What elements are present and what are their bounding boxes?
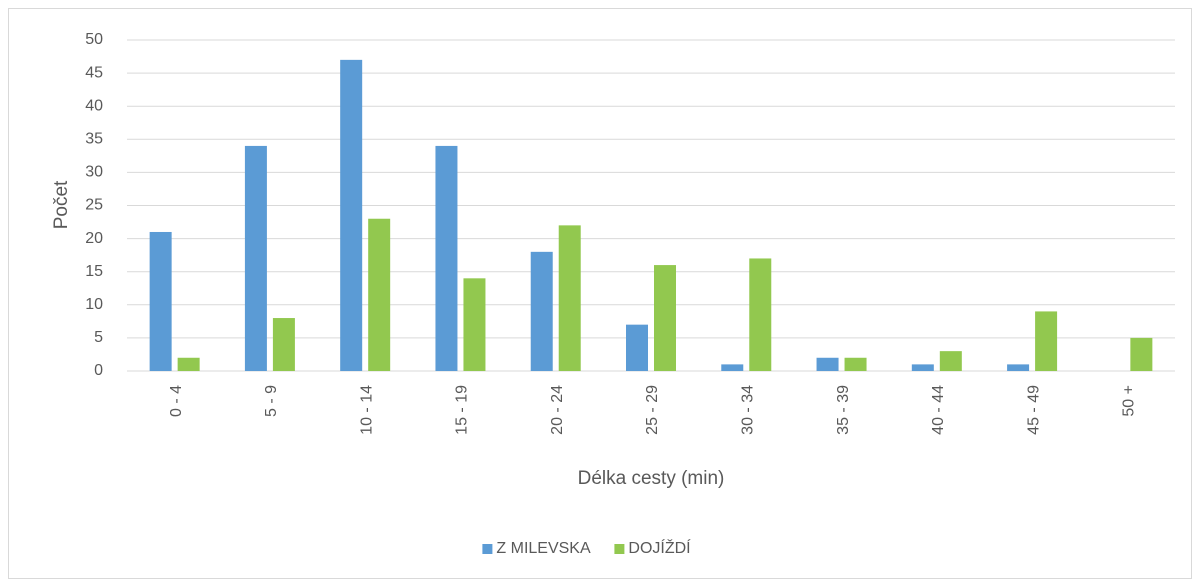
y-tick-label: 30 xyxy=(85,164,103,181)
x-tick-label: 45 - 49 xyxy=(1025,385,1042,435)
x-tick-label: 25 - 29 xyxy=(644,385,661,435)
bar xyxy=(911,364,934,371)
bar xyxy=(1130,337,1153,371)
x-tick-label: 20 - 24 xyxy=(549,385,566,435)
y-tick-label: 25 xyxy=(85,197,103,214)
legend-swatch xyxy=(614,544,625,554)
bar xyxy=(939,351,962,371)
bar xyxy=(368,218,391,371)
y-tick-label: 35 xyxy=(85,131,103,148)
x-tick-label: 15 - 19 xyxy=(454,385,471,435)
bar xyxy=(749,258,772,371)
y-tick-label: 5 xyxy=(94,329,103,346)
legend-swatch xyxy=(482,544,493,554)
bar xyxy=(721,364,744,371)
y-tick-label: 45 xyxy=(85,64,103,81)
y-tick-label: 20 xyxy=(85,230,103,247)
y-tick-label: 15 xyxy=(85,263,103,280)
y-tick-label: 40 xyxy=(85,97,103,114)
x-tick-label: 10 - 14 xyxy=(358,385,375,435)
y-tick-label: 0 xyxy=(94,362,103,379)
bar xyxy=(244,145,267,371)
bar xyxy=(844,357,867,371)
bar xyxy=(463,278,486,371)
x-axis-label: Délka cesty (min) xyxy=(578,468,725,489)
chart-border xyxy=(8,8,1192,579)
bar xyxy=(558,225,581,371)
bar xyxy=(530,251,553,371)
legend-label: DOJÍŽDÍ xyxy=(628,538,691,557)
bar xyxy=(816,357,839,371)
bar xyxy=(272,318,295,371)
bar xyxy=(1035,311,1058,371)
bar xyxy=(340,59,363,372)
bar xyxy=(177,357,200,371)
bar xyxy=(435,145,458,371)
x-tick-label: 5 - 9 xyxy=(263,385,280,417)
bar xyxy=(626,324,648,371)
x-tick-label: 0 - 4 xyxy=(168,385,185,417)
y-axis-label: Počet xyxy=(51,180,72,229)
y-tick-label: 50 xyxy=(85,31,103,48)
x-tick-label: 40 - 44 xyxy=(930,385,947,435)
bar xyxy=(1007,364,1030,371)
x-tick-label: 30 - 34 xyxy=(739,385,756,435)
y-tick-label: 10 xyxy=(85,296,103,313)
x-tick-label: 35 - 39 xyxy=(835,385,852,435)
bar xyxy=(149,231,172,371)
legend-label: Z MILEVSKA xyxy=(496,540,591,557)
bar xyxy=(654,265,676,371)
x-tick-label: 50 + xyxy=(1121,385,1138,417)
